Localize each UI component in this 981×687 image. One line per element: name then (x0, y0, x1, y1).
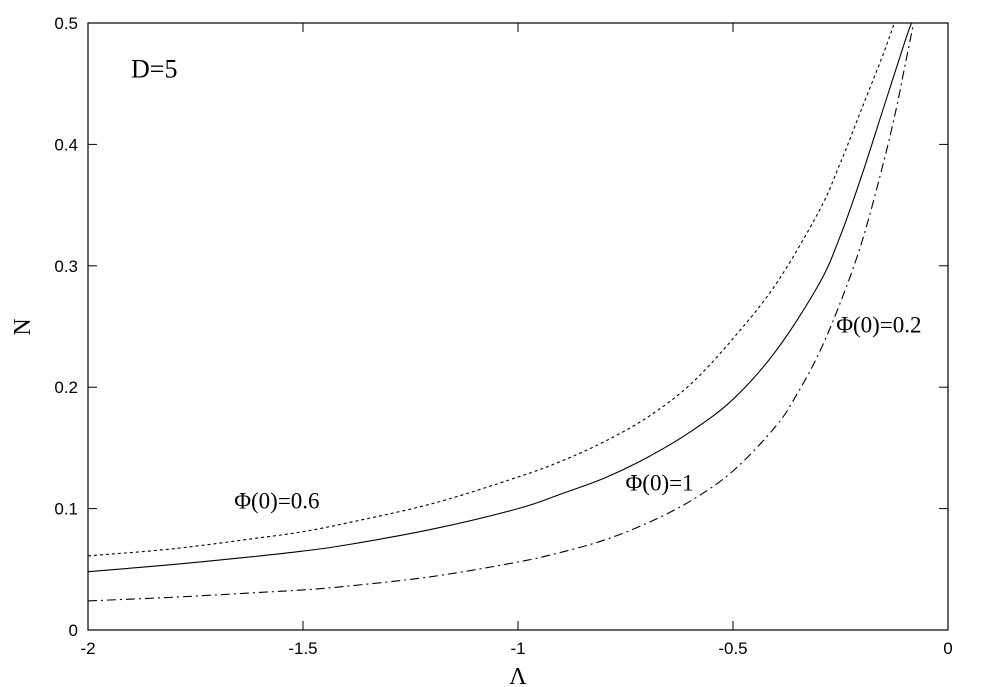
y-tick-label: 0.1 (54, 500, 78, 519)
y-tick-label: 0.2 (54, 378, 78, 397)
x-axis-title: Λ (509, 664, 527, 687)
curve-label: Φ(0)=0.2 (836, 313, 921, 338)
y-tick-labels: 0 0.1 0.2 0.3 0.4 0.5 (54, 14, 78, 640)
annotations: D=5 Φ(0)=0.6 Φ(0)=1 Φ(0)=0.2 (131, 55, 922, 514)
series-line-dotted (87, 22, 895, 557)
x-tick-label: -0.5 (718, 639, 747, 658)
plot-frame (87, 22, 949, 631)
y-tick-label: 0.5 (54, 14, 78, 33)
x-tick-label: -1.5 (288, 639, 317, 658)
y-axis-title: N (10, 318, 36, 335)
tick-marks (87, 22, 949, 631)
series-line-solid (87, 22, 913, 573)
y-tick-label: 0 (69, 621, 78, 640)
x-tick-label: -1 (510, 639, 525, 658)
curve-label: Φ(0)=1 (626, 470, 694, 495)
dimension-label: D=5 (131, 55, 177, 84)
x-tick-label: 0 (943, 639, 952, 658)
y-tick-label: 0.3 (54, 257, 78, 276)
y-tick-label: 0.4 (54, 135, 78, 154)
x-tick-label: -2 (80, 639, 95, 658)
series-line-dashdot (87, 22, 915, 602)
series-lines (87, 22, 915, 602)
x-tick-labels: -2 -1.5 -1 -0.5 0 (80, 639, 952, 658)
curve-label: Φ(0)=0.6 (234, 489, 319, 514)
